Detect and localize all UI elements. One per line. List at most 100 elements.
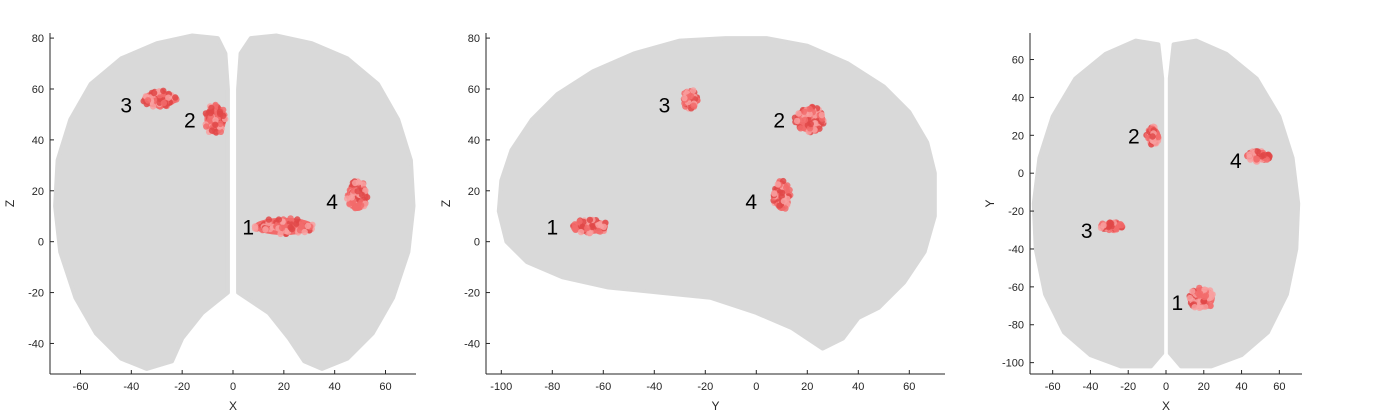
cluster-point [589, 223, 596, 231]
cluster-point [262, 226, 269, 233]
cluster-point [1201, 303, 1209, 310]
cluster-point [806, 105, 813, 113]
y-tick-label: -20 [1008, 206, 1024, 218]
x-axis-label: Y [711, 399, 719, 413]
cluster-point [783, 184, 790, 191]
cluster-point [1201, 286, 1208, 293]
cluster-point [363, 194, 371, 201]
cluster-label: 1 [242, 216, 254, 239]
cluster-point [690, 87, 697, 94]
cluster-point [681, 94, 688, 102]
y-axis-label: Y [983, 199, 997, 207]
x-tick-label: -20 [174, 381, 190, 393]
cluster-point [348, 194, 355, 201]
cluster-2 [202, 101, 229, 136]
x-axis-label: X [1162, 399, 1170, 413]
cluster-3 [140, 87, 180, 110]
x-tick-label: -40 [123, 381, 139, 393]
y-tick-label: 60 [468, 84, 480, 96]
cluster-point [150, 89, 158, 97]
cluster-point [571, 221, 579, 228]
cluster-2 [1143, 123, 1162, 148]
x-tick-label: -60 [1045, 381, 1061, 393]
cluster-point [217, 128, 224, 135]
cluster-point [1253, 155, 1261, 163]
cluster-point [818, 111, 825, 119]
cluster-label: 3 [120, 94, 132, 117]
cluster-point [807, 120, 814, 128]
x-tick-label: -20 [697, 381, 713, 393]
cluster-1 [1186, 284, 1216, 311]
cluster-point [277, 230, 284, 238]
cluster-point [207, 109, 214, 117]
cluster-point [265, 216, 272, 223]
x-tick-label: 20 [1198, 381, 1210, 393]
cluster-point [1254, 148, 1261, 155]
cluster-point [160, 87, 167, 95]
cluster-point [577, 228, 585, 236]
cluster-label: 2 [1128, 125, 1140, 148]
cluster-4 [1244, 148, 1273, 165]
cluster-point [358, 191, 366, 199]
x-tick-label: 0 [230, 381, 236, 393]
x-tick-label: -60 [73, 381, 89, 393]
y-tick-label: 40 [468, 135, 480, 147]
cluster-point [1186, 294, 1194, 302]
cluster-point [690, 102, 697, 109]
y-tick-label: -40 [1008, 244, 1024, 256]
cluster-point [795, 110, 802, 117]
brain-silhouette [236, 33, 416, 371]
cluster-point [1191, 304, 1198, 311]
x-tick-label: -20 [1120, 381, 1136, 393]
cluster-point [172, 94, 179, 101]
x-tick-label: -40 [1082, 381, 1098, 393]
y-tick-label: 20 [468, 186, 480, 198]
cluster-point [298, 219, 306, 227]
y-tick-label: -20 [28, 288, 44, 300]
cluster-point [304, 222, 312, 230]
cluster-point [160, 99, 167, 107]
cluster-2 [791, 103, 827, 136]
x-tick-label: 0 [753, 381, 759, 393]
cluster-point [797, 125, 804, 132]
cluster-point [1260, 152, 1268, 159]
cluster-point [212, 121, 219, 128]
y-tick-label: 40 [1012, 92, 1024, 104]
cluster-point [584, 224, 591, 232]
cluster-1 [570, 216, 609, 237]
cluster-label: 4 [1230, 150, 1242, 173]
y-tick-label: 80 [32, 33, 44, 45]
cluster-point [203, 123, 210, 130]
cluster-point [1106, 219, 1114, 226]
y-tick-label: 20 [32, 186, 44, 198]
y-tick-label: -60 [1008, 282, 1024, 294]
cluster-point [165, 94, 172, 101]
cluster-point [771, 190, 778, 197]
cluster-label: 1 [546, 216, 558, 239]
y-tick-label: -40 [28, 338, 44, 350]
cluster-point [352, 204, 359, 212]
cluster-point [278, 224, 286, 231]
cluster-point [202, 110, 210, 117]
cluster-3 [680, 87, 701, 112]
x-tick-label: 60 [379, 381, 391, 393]
cluster-label: 3 [659, 94, 671, 117]
cluster-point [595, 221, 602, 229]
cluster-point [806, 110, 813, 118]
cluster-point [600, 223, 607, 230]
cluster-point [579, 224, 586, 231]
brain-silhouette [53, 33, 230, 371]
cluster-point [149, 103, 157, 110]
cluster-point [572, 226, 579, 233]
cluster-point [1207, 302, 1214, 310]
brain-silhouette [1167, 38, 1301, 369]
y-tick-label: -40 [464, 338, 480, 350]
cluster-point [351, 179, 359, 187]
x-tick-label: -100 [490, 381, 512, 393]
cluster-point [287, 215, 294, 222]
cluster-point [586, 216, 594, 224]
cluster-4 [344, 178, 371, 212]
x-tick-label: 20 [278, 381, 290, 393]
cluster-point [217, 120, 224, 128]
